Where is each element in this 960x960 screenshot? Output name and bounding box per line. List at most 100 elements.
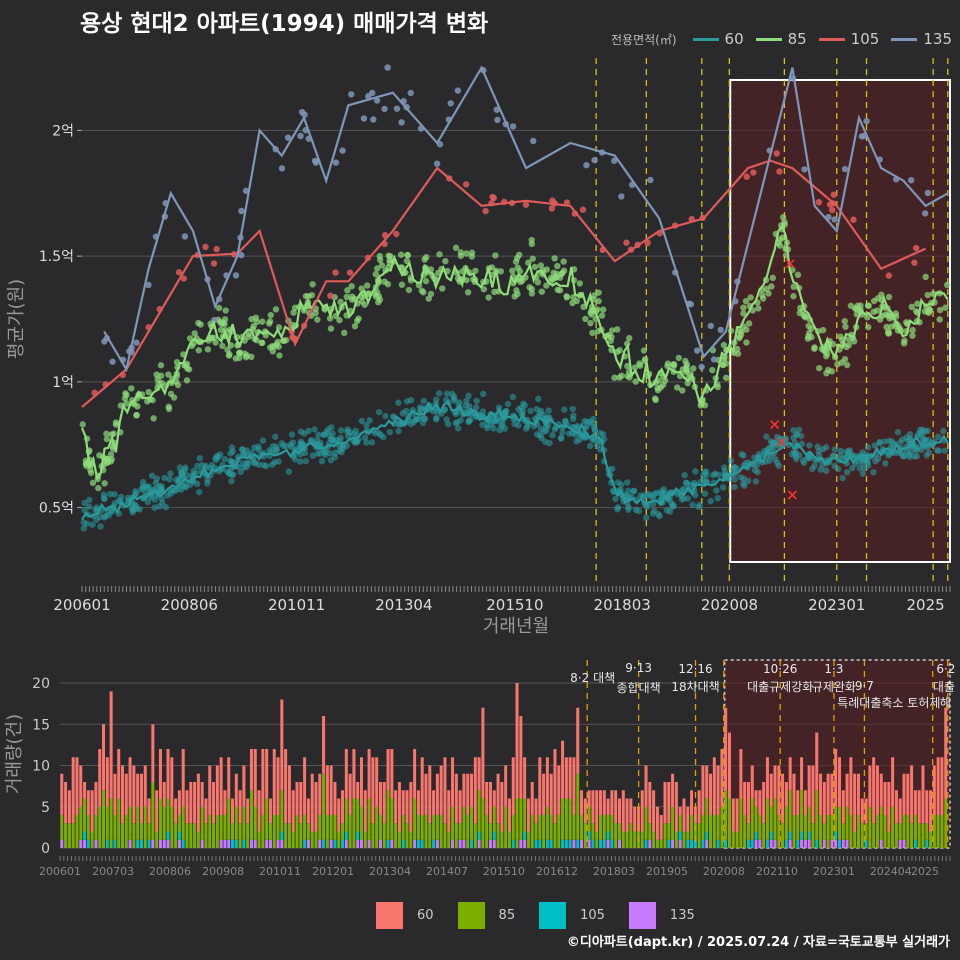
volume-bar-60 — [523, 757, 527, 799]
data-point — [239, 445, 246, 453]
data-point — [913, 447, 920, 454]
data-point — [442, 257, 449, 265]
data-point — [701, 490, 709, 497]
volume-bar-60 — [614, 790, 618, 824]
volume-bar-85 — [170, 806, 174, 848]
volume-bar-60 — [864, 798, 868, 824]
data-point — [245, 333, 252, 340]
data-point — [397, 251, 405, 258]
y-axis-title: 거래량(건) — [4, 714, 25, 794]
volume-bar-60 — [583, 798, 587, 824]
volume-bar-60 — [352, 749, 356, 799]
volume-bar-85 — [249, 790, 253, 840]
volume-bar-85 — [617, 823, 621, 840]
data-point — [425, 295, 432, 302]
volume-bar-60 — [674, 782, 678, 832]
data-point — [480, 390, 487, 398]
volume-bar-60 — [777, 765, 781, 815]
volume-bar-60 — [879, 773, 883, 807]
volume-bar-85 — [473, 823, 477, 848]
volume-bar-105 — [796, 839, 800, 848]
x-tick-label: 201011 — [259, 865, 301, 878]
volume-bar-135 — [227, 839, 231, 848]
data-point — [452, 410, 460, 418]
volume-bar-105 — [746, 839, 750, 848]
data-point — [769, 274, 777, 282]
legend-swatch — [457, 902, 485, 929]
data-point — [819, 445, 827, 453]
data-point — [809, 465, 816, 473]
data-point — [183, 377, 191, 384]
data-point — [221, 456, 228, 463]
volume-bar-60 — [686, 806, 690, 832]
volume-bar-60 — [375, 757, 379, 807]
data-point — [386, 428, 394, 436]
volume-bar-60 — [435, 773, 439, 815]
data-point — [237, 468, 244, 476]
data-point — [321, 306, 328, 313]
data-point — [740, 310, 747, 317]
x-tick-label: 202404 — [870, 865, 912, 878]
data-point — [280, 337, 287, 345]
volume-bar-60 — [849, 757, 853, 815]
data-point — [96, 513, 104, 521]
data-point — [779, 234, 786, 241]
data-point — [473, 404, 480, 411]
data-point — [288, 443, 295, 451]
data-point — [569, 299, 576, 307]
volume-bar-85 — [940, 815, 944, 848]
data-point — [522, 201, 530, 208]
volume-bar-85 — [648, 823, 652, 840]
data-point — [759, 295, 767, 302]
volume-bar-60 — [405, 790, 409, 824]
volume-bar-60 — [561, 740, 565, 799]
data-point — [393, 105, 401, 112]
volume-bar-60 — [526, 798, 530, 832]
data-point — [864, 314, 871, 321]
volume-bar-85 — [731, 831, 735, 848]
data-point — [924, 189, 932, 197]
volume-bar-85 — [113, 815, 117, 840]
data-point — [462, 181, 470, 188]
data-point — [452, 419, 459, 427]
data-point — [678, 496, 686, 503]
series-line-60 — [81, 400, 949, 521]
volume-bar-85 — [295, 815, 299, 848]
volume-bar-60 — [856, 773, 860, 815]
volume-bar-85 — [621, 831, 625, 848]
volume-bar-85 — [162, 806, 166, 840]
volume-bar-105 — [925, 839, 929, 848]
volume-bar-135 — [754, 839, 758, 848]
data-point — [324, 426, 332, 433]
data-point — [375, 408, 383, 416]
data-point — [594, 441, 601, 449]
volume-bar-60 — [390, 749, 394, 799]
data-point — [123, 391, 130, 399]
volume-bar-85 — [219, 815, 223, 840]
data-point — [148, 472, 156, 479]
volume-bar-135 — [841, 839, 845, 848]
data-point — [823, 353, 830, 360]
data-point — [843, 448, 850, 455]
data-point — [742, 297, 750, 305]
volume-bar-135 — [306, 839, 310, 848]
legend-item-105: 105 — [818, 30, 879, 48]
data-point — [80, 519, 87, 526]
volume-bar-60 — [227, 757, 231, 799]
volume-bar-85 — [386, 790, 390, 840]
data-point — [683, 361, 690, 368]
volume-bar-135 — [458, 839, 462, 848]
data-point — [632, 378, 639, 385]
data-point — [312, 159, 320, 166]
volume-bar-60 — [257, 790, 261, 832]
data-point — [182, 464, 189, 471]
data-point — [842, 323, 849, 330]
data-point — [480, 286, 488, 293]
volume-bar-60 — [720, 749, 724, 807]
volume-bar-135 — [83, 839, 87, 848]
volume-bar-135 — [523, 839, 527, 848]
data-point — [136, 506, 143, 513]
volume-bar-60 — [553, 749, 557, 824]
volume-bar-85 — [709, 815, 713, 848]
volume-bar-60 — [838, 757, 842, 807]
